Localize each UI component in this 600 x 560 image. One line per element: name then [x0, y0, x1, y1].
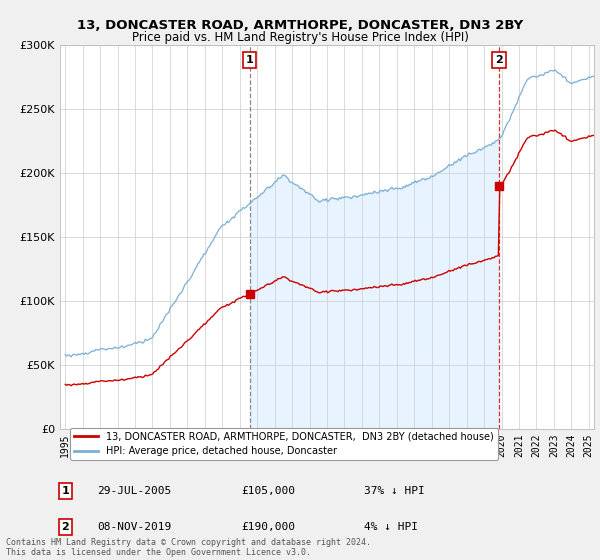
Text: 13, DONCASTER ROAD, ARMTHORPE, DONCASTER, DN3 2BY: 13, DONCASTER ROAD, ARMTHORPE, DONCASTER…	[77, 18, 523, 32]
Text: £105,000: £105,000	[242, 486, 296, 496]
Text: 1: 1	[246, 55, 254, 65]
Text: 2: 2	[495, 55, 503, 65]
Text: 4% ↓ HPI: 4% ↓ HPI	[364, 522, 418, 532]
Text: 37% ↓ HPI: 37% ↓ HPI	[364, 486, 425, 496]
Legend: 13, DONCASTER ROAD, ARMTHORPE, DONCASTER,  DN3 2BY (detached house), HPI: Averag: 13, DONCASTER ROAD, ARMTHORPE, DONCASTER…	[70, 428, 498, 460]
Text: Contains HM Land Registry data © Crown copyright and database right 2024.
This d: Contains HM Land Registry data © Crown c…	[6, 538, 371, 557]
Text: 29-JUL-2005: 29-JUL-2005	[97, 486, 172, 496]
Text: 1: 1	[61, 486, 69, 496]
Text: £190,000: £190,000	[242, 522, 296, 532]
Text: 2: 2	[61, 522, 69, 532]
Text: 08-NOV-2019: 08-NOV-2019	[97, 522, 172, 532]
Text: Price paid vs. HM Land Registry's House Price Index (HPI): Price paid vs. HM Land Registry's House …	[131, 31, 469, 44]
